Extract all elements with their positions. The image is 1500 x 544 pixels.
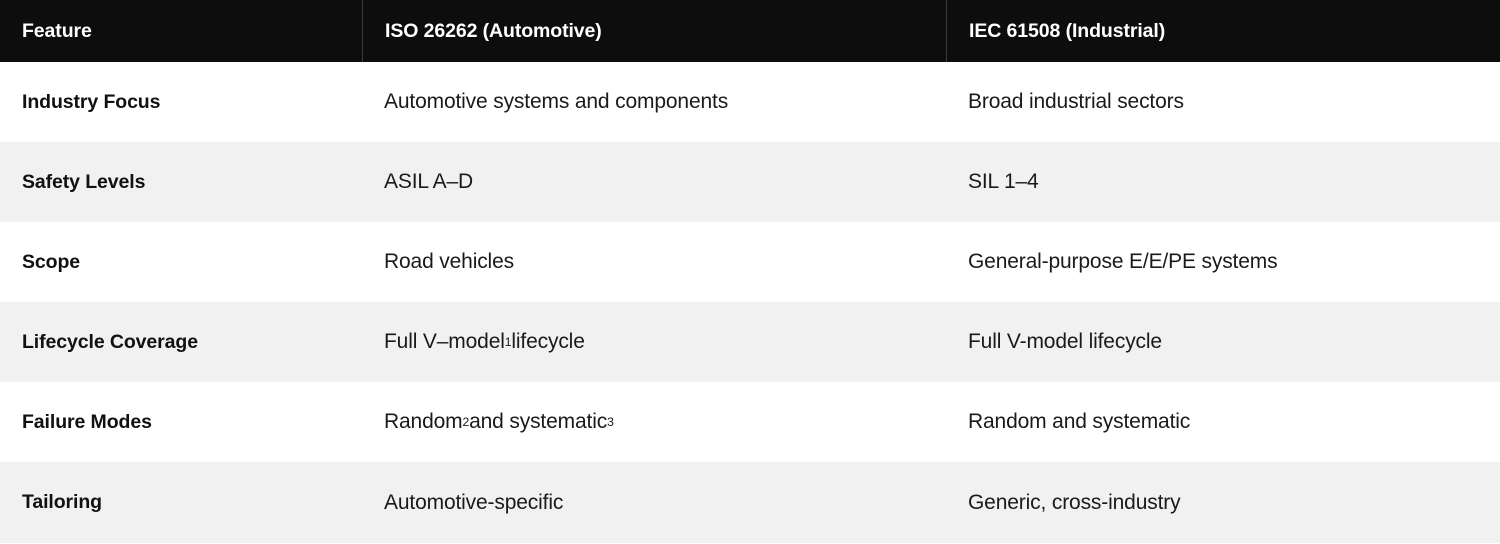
cell-iec: Broad industrial sectors bbox=[968, 90, 1184, 113]
cell-iso: ASIL A–D bbox=[384, 170, 474, 193]
table-row: Safety Levels ASIL A–D SIL 1–4 bbox=[0, 142, 1500, 222]
cell-feature: Tailoring bbox=[22, 491, 102, 513]
cell-iso-text: Full V–model bbox=[384, 330, 505, 353]
table-row: Tailoring Automotive-specific Generic, c… bbox=[0, 462, 1500, 543]
table-row: Lifecycle Coverage Full V–model 1 lifecyc… bbox=[0, 302, 1500, 382]
table-header-row: Feature ISO 26262 (Automotive) IEC 61508… bbox=[0, 0, 1500, 62]
table-row: Scope Road vehicles General-purpose E/E/… bbox=[0, 222, 1500, 302]
cell-feature: Safety Levels bbox=[22, 170, 146, 193]
column-header-feature: Feature bbox=[22, 19, 92, 42]
cell-feature: Scope bbox=[22, 250, 81, 273]
cell-feature: Lifecycle Coverage bbox=[22, 330, 198, 353]
table-row: Industry Focus Automotive systems and co… bbox=[0, 62, 1500, 142]
cell-iso: Full V–model 1 lifecycle bbox=[384, 330, 585, 353]
cell-iso: Road vehicles bbox=[384, 250, 514, 273]
cell-iec: General-purpose E/E/PE systems bbox=[968, 250, 1278, 273]
column-header-iec-61508: IEC 61508 (Industrial) bbox=[946, 0, 1500, 62]
cell-iec: SIL 1–4 bbox=[968, 170, 1039, 193]
cell-feature: Industry Focus bbox=[22, 90, 161, 113]
cell-iec: Random and systematic bbox=[968, 410, 1191, 433]
cell-iso-text: Random bbox=[384, 410, 463, 433]
cell-iec: Full V-model lifecycle bbox=[968, 330, 1162, 353]
cell-iso: Automotive systems and components bbox=[384, 90, 729, 113]
cell-iec: Generic, cross-industry bbox=[968, 490, 1181, 514]
cell-iso: Automotive-specific bbox=[384, 490, 564, 514]
cell-iso: Random 2 and systematic 3 bbox=[384, 410, 614, 433]
cell-iso-text-mid: and systematic bbox=[469, 410, 608, 433]
table-row: Failure Modes Random 2 and systematic 3 Ra… bbox=[0, 382, 1500, 462]
cell-iso-text-suffix: lifecycle bbox=[511, 330, 585, 353]
column-header-iso-26262: ISO 26262 (Automotive) bbox=[362, 0, 946, 62]
cell-feature: Failure Modes bbox=[22, 410, 152, 433]
